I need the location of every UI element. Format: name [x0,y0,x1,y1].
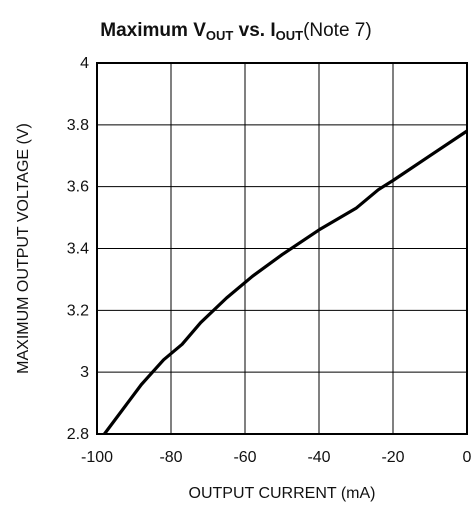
x-tick-labels: -100 -80 -60 -40 -20 0 [81,449,472,466]
x-tick-label: -40 [307,449,330,466]
title-vs: vs. [233,20,270,41]
title-i: I [270,20,275,41]
title-main: Maximum [100,20,193,41]
y-tick-label: 3.6 [67,179,89,196]
y-tick-labels: 2.8 3 3.2 3.4 3.6 3.8 4 [67,55,89,443]
y-tick-label: 3.4 [67,241,89,258]
x-tick-label: -60 [233,449,256,466]
plot-frame [96,62,468,435]
x-tick-label: -100 [81,449,113,466]
title-v-sub: OUT [206,28,234,43]
y-tick-label: 2.8 [67,426,89,443]
x-tick-label: 0 [463,449,472,466]
y-axis-label: MAXIMUM OUTPUT VOLTAGE (V) [15,123,32,374]
title-note: (Note 7) [303,20,372,41]
y-tick-label: 4 [80,55,89,72]
y-tick-label: 3 [80,364,89,381]
x-tick-label: -80 [159,449,182,466]
series-line-0 [103,129,468,435]
x-axis-label: OUTPUT CURRENT (mA) [189,485,376,502]
y-tick-label: 3.8 [67,117,89,134]
x-tick-label: -20 [381,449,404,466]
plot-lines [103,129,468,435]
grid [97,63,467,434]
y-tick-label: 3.2 [67,302,89,319]
chart-title: Maximum VOUT vs. IOUT(Note 7) [100,20,371,43]
title-i-sub: OUT [276,28,304,43]
title-v: V [193,20,206,41]
